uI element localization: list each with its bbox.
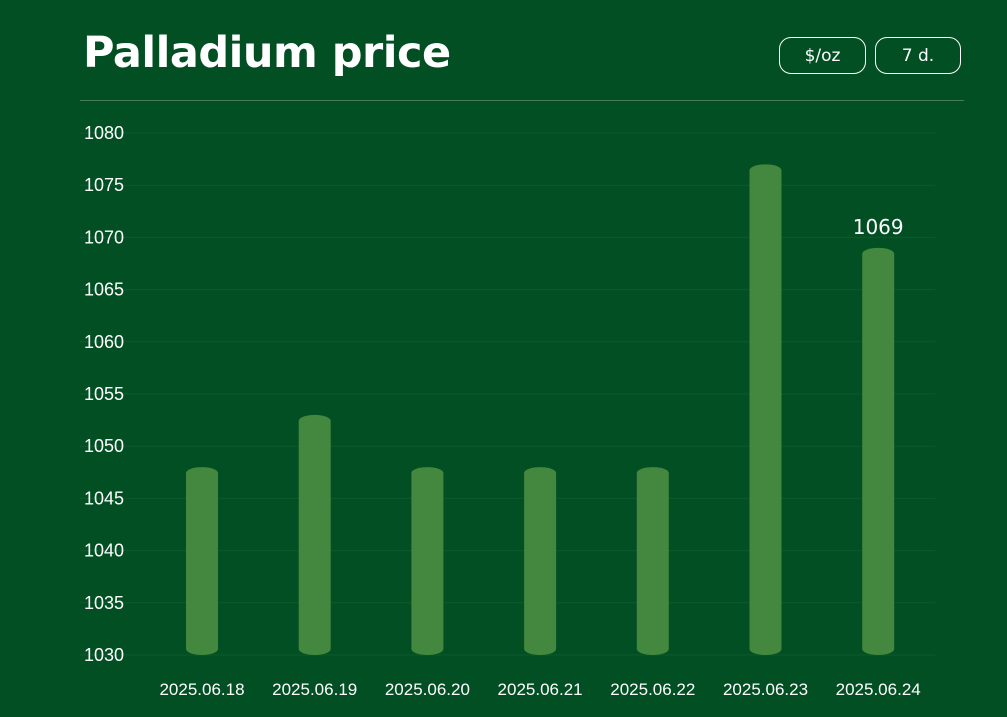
data-label: 1069 (853, 215, 904, 239)
y-tick-label: 1055 (84, 384, 124, 404)
y-tick-label: 1050 (84, 436, 124, 456)
unit-toggle-label: $/oz (804, 45, 841, 66)
x-tick-label: 2025.06.18 (159, 680, 244, 699)
bar[interactable] (749, 164, 782, 655)
y-tick-label: 1060 (84, 332, 124, 352)
x-tick-label: 2025.06.21 (498, 680, 583, 699)
y-axis-ticks: 1080 1075 1070 1065 1060 1055 1050 1045 1040 1035… (84, 123, 124, 665)
y-tick-label: 1040 (84, 541, 124, 561)
y-tick-label: 1070 (84, 227, 124, 247)
x-tick-label: 2025.06.24 (836, 680, 921, 699)
page-title: Palladium price (83, 28, 451, 78)
unit-toggle-button[interactable]: $/oz (779, 37, 866, 74)
bar[interactable] (524, 467, 557, 655)
bar[interactable] (862, 247, 895, 655)
header-divider (80, 100, 964, 101)
x-tick-label: 2025.06.22 (610, 680, 695, 699)
y-tick-label: 1035 (84, 593, 124, 613)
bar[interactable] (186, 467, 218, 655)
range-toggle-button[interactable]: 7 d. (875, 37, 961, 74)
bar[interactable] (298, 414, 331, 655)
y-tick-label: 1030 (84, 645, 124, 665)
bar[interactable] (636, 467, 669, 655)
bar[interactable] (411, 467, 444, 655)
x-axis-ticks: 2025.06.18 2025.06.19 2025.06.20 2025.06.21… (159, 680, 920, 699)
x-tick-label: 2025.06.23 (723, 680, 808, 699)
bars (186, 164, 895, 655)
gridlines (80, 132, 935, 656)
y-tick-label: 1080 (84, 123, 124, 143)
y-tick-label: 1075 (84, 175, 124, 195)
y-tick-label: 1045 (84, 488, 124, 508)
data-labels: 1069 (853, 215, 904, 239)
x-tick-label: 2025.06.20 (385, 680, 470, 699)
range-toggle-label: 7 d. (901, 45, 935, 66)
x-tick-label: 2025.06.19 (272, 680, 357, 699)
y-tick-label: 1065 (84, 280, 124, 300)
